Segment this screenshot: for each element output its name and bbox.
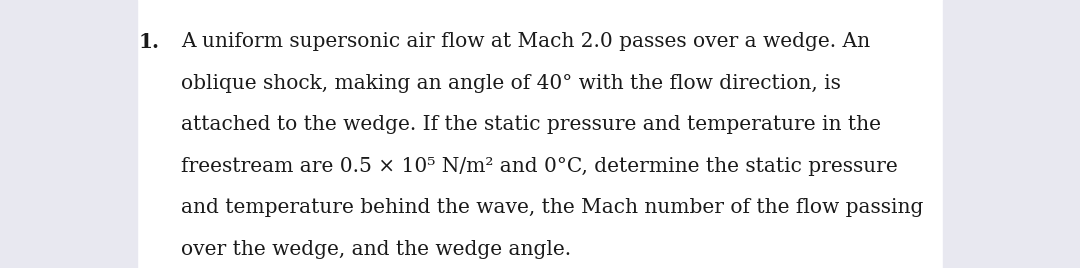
Text: A uniform supersonic air flow at Mach 2.0 passes over a wedge. An: A uniform supersonic air flow at Mach 2.… [181,32,870,51]
Text: over the wedge, and the wedge angle.: over the wedge, and the wedge angle. [181,240,571,259]
Bar [943,0,1080,268]
Text: 1.: 1. [139,32,160,52]
Bar [0,0,137,268]
Text: and temperature behind the wave, the Mach number of the flow passing: and temperature behind the wave, the Mac… [181,198,923,217]
Text: attached to the wedge. If the static pressure and temperature in the: attached to the wedge. If the static pre… [181,115,881,134]
Text: freestream are 0.5 × 10⁵ N/m² and 0°C, determine the static pressure: freestream are 0.5 × 10⁵ N/m² and 0°C, d… [181,157,899,176]
Text: oblique shock, making an angle of 40° with the flow direction, is: oblique shock, making an angle of 40° wi… [181,74,841,93]
